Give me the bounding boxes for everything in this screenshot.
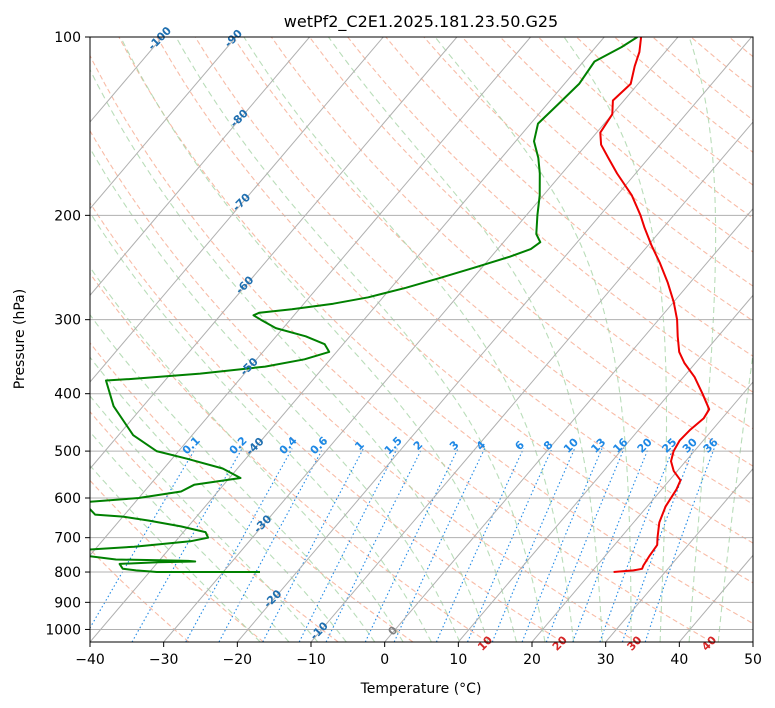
- dry-adiabat-line: [90, 202, 563, 642]
- moist-adiabat-line: [328, 37, 603, 642]
- mixing-ratio-line: [545, 448, 625, 642]
- y-tick-label: 300: [54, 313, 81, 329]
- x-tick-label: −20: [223, 652, 253, 668]
- mixing-ratio-line: [621, 448, 694, 642]
- x-tick-label: −40: [75, 652, 105, 668]
- dry-adiabat-line: [461, 37, 753, 287]
- x-tick-label: 50: [744, 652, 762, 668]
- y-tick-label: 400: [54, 387, 81, 403]
- isotherm-line: [90, 37, 605, 642]
- mixing-ratio-line: [393, 448, 486, 642]
- moist-adiabat-line: [175, 37, 546, 642]
- chart-title: wetPf2_C2E1.2025.181.23.50.G25: [284, 12, 558, 32]
- mixing-ratio-line: [644, 448, 715, 642]
- isotherm-line: [310, 121, 753, 642]
- x-tick-label: 10: [449, 652, 467, 668]
- moist-adiabat-line: [90, 211, 432, 642]
- mixing-ratio-line: [218, 448, 324, 642]
- moist-adiabat-line: [90, 395, 319, 642]
- moist-adiabat-line: [90, 147, 461, 642]
- y-tick-label: 900: [54, 595, 81, 611]
- dry-adiabat-line: [90, 272, 488, 642]
- y-axis-title: Pressure (hPa): [12, 289, 28, 389]
- dry-adiabat-line: [309, 37, 753, 430]
- dry-adiabat-line: [90, 479, 264, 642]
- x-tick-label: 40: [670, 652, 688, 668]
- moist-adiabat-line: [90, 68, 489, 642]
- x-axis-title: Temperature (°C): [360, 681, 482, 697]
- isotherm-line: [384, 207, 753, 642]
- y-tick-label: 800: [54, 565, 81, 581]
- sounding-series: [90, 37, 711, 573]
- moist-adiabat-line: [120, 37, 518, 642]
- mixing-ratio-line: [521, 448, 603, 642]
- dry-adiabat-line: [423, 37, 753, 322]
- moist-adiabat-line: [563, 37, 668, 642]
- isotherm-line: [236, 37, 752, 642]
- isotherm-line: [605, 467, 753, 642]
- dry-adiabat-line: [90, 410, 339, 642]
- x-tick-label: 0: [380, 652, 389, 668]
- moist-adiabat-line: [90, 356, 347, 642]
- isotherms: [90, 37, 753, 642]
- moist-adiabat-line: [717, 349, 753, 642]
- mixing-ratio-line: [572, 448, 649, 642]
- y-tick-label: 1000: [45, 622, 81, 638]
- dry-adiabat-line: [232, 37, 753, 505]
- dry-adiabat-line: [156, 37, 753, 584]
- isotherm-line: [457, 294, 753, 642]
- y-tick-label: 500: [54, 444, 81, 460]
- plot-frame: [89, 36, 754, 643]
- x-tick-label: −10: [296, 652, 326, 668]
- x-tick-label: 30: [597, 652, 615, 668]
- mixing-ratio-line: [262, 448, 364, 642]
- isotherm-line: [90, 37, 237, 210]
- isotherm-line: [90, 37, 458, 470]
- dry-adiabat-line: [194, 37, 753, 544]
- isotherm-line: [90, 37, 310, 297]
- y-tick-label: 700: [54, 531, 81, 547]
- y-tick-label: 600: [54, 491, 81, 507]
- moist-adiabat-line: [90, 313, 376, 642]
- dewpoint-line: [90, 37, 638, 573]
- mixing-ratio-lines: [90, 448, 715, 642]
- dry-adiabat-line: [90, 54, 712, 642]
- moist-adiabat-line: [243, 37, 575, 642]
- isotherm-line: [531, 381, 753, 642]
- isotherm-line: [90, 37, 384, 383]
- x-tick-label: 20: [523, 652, 541, 668]
- axes: −40 −30 −20 −10 0 10 20 30 40 50 100 200 300 400 500 60…: [45, 30, 762, 668]
- isotherm-line: [90, 37, 531, 557]
- x-tick-label: −30: [149, 652, 179, 668]
- y-tick-label: 200: [54, 208, 81, 224]
- isotherm-line: [163, 37, 679, 642]
- y-tick-label: 100: [54, 30, 81, 46]
- mixing-ratio-line: [599, 448, 674, 642]
- moist-adiabat-line: [688, 37, 717, 642]
- mixing-ratio-line: [298, 448, 398, 642]
- moist-adiabat-line: [434, 37, 632, 642]
- moist-adiabat-line: [90, 430, 290, 642]
- dry-adiabat-line: [118, 37, 753, 625]
- moist-adiabats: [90, 37, 753, 642]
- moist-adiabat-line: [90, 266, 404, 642]
- temperature-line: [599, 37, 711, 573]
